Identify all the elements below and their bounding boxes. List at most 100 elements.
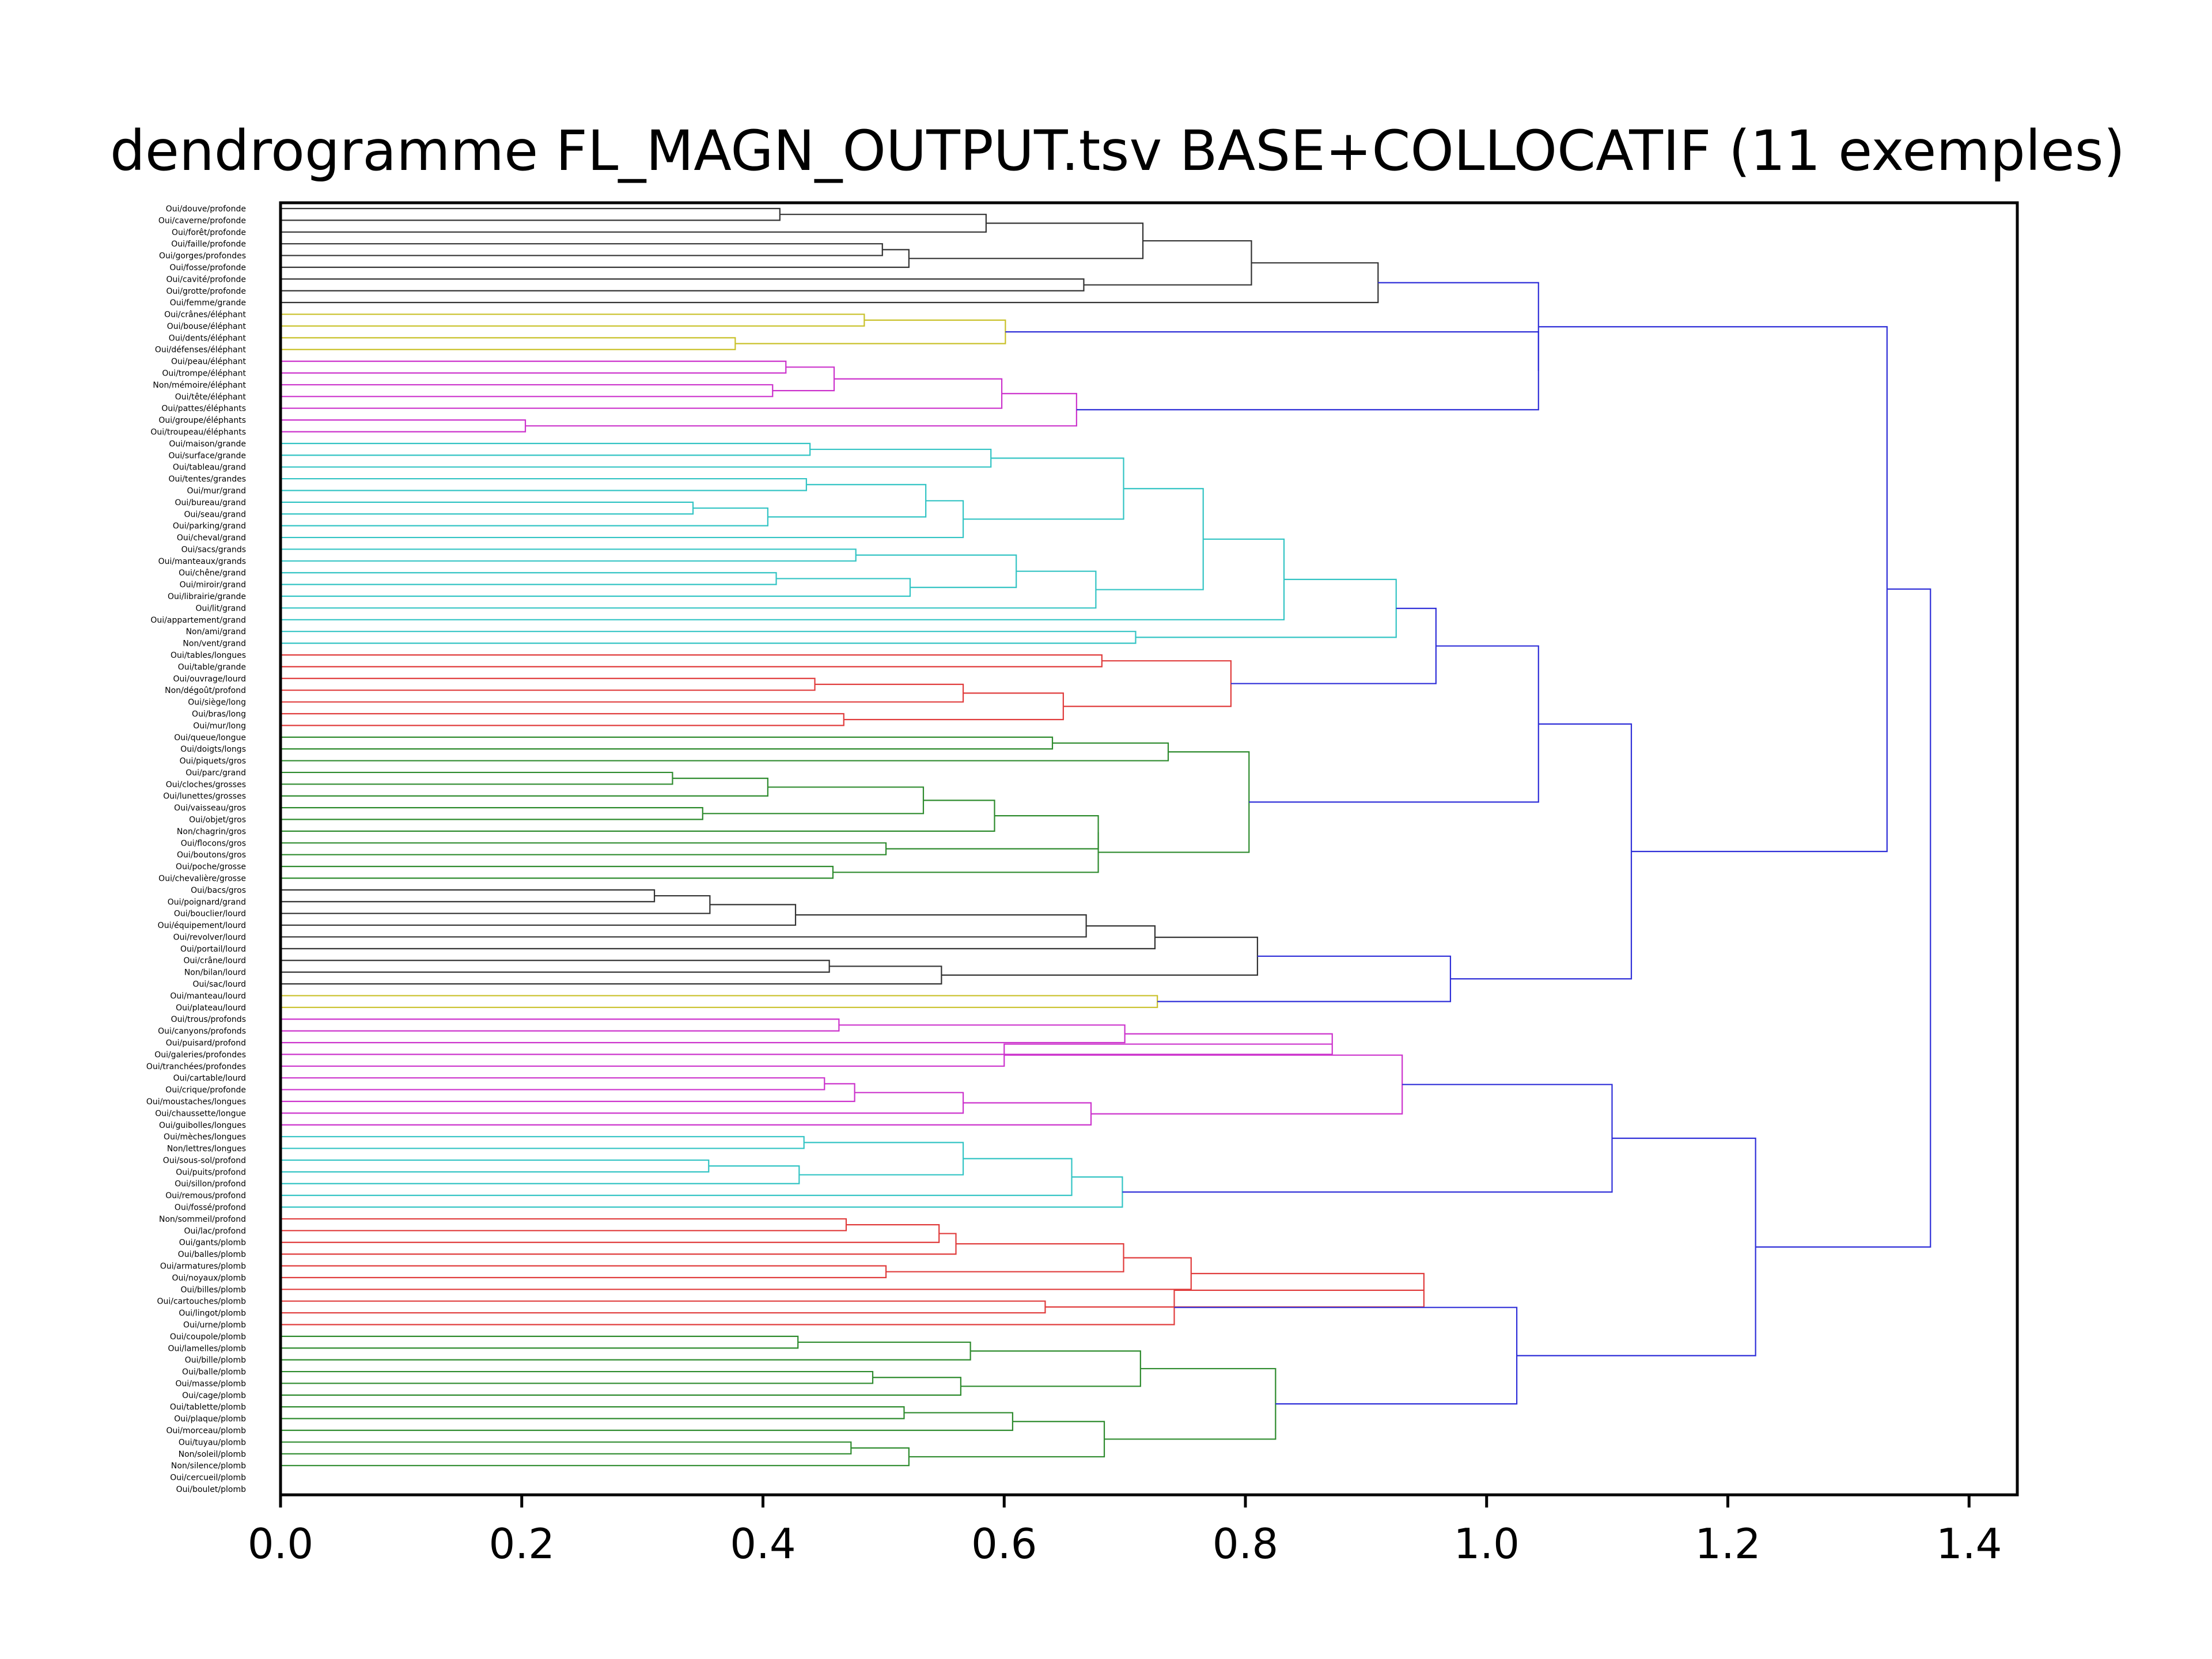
link-r4: [281, 713, 844, 726]
x-tick-label: 1.0: [1453, 1520, 1520, 1568]
leaf-label: Oui/bouclier/lourd: [174, 910, 246, 919]
link-q3: [281, 1165, 800, 1184]
link-g9: [886, 815, 1099, 850]
link-t2: [281, 1341, 971, 1361]
leaf-label: Oui/bille/plomb: [185, 1356, 246, 1365]
leaf-label: Oui/urne/plomb: [183, 1320, 246, 1330]
leaf-label: Oui/lit/grand: [196, 604, 246, 613]
leaf-label: Oui/femme/grande: [170, 298, 246, 308]
leaf-label: Oui/chaussette/longue: [155, 1109, 246, 1118]
link-b6: [281, 278, 1085, 291]
link-s3: [281, 1233, 957, 1255]
leaf-label: Oui/boulet/plomb: [176, 1485, 247, 1494]
link-q1: [281, 1136, 805, 1149]
link-t10: [908, 1421, 1105, 1458]
leaf-label: Oui/crâne/lourd: [184, 956, 246, 965]
link-c10: [281, 572, 777, 585]
leaf-label: Oui/parc/grand: [185, 768, 246, 778]
link-g4: [281, 778, 768, 797]
link-g10: [281, 865, 834, 879]
link-s6: [281, 1257, 1192, 1290]
leaf-label: Oui/tête/éléphant: [175, 392, 247, 402]
leaf-label: Oui/peau/éléphant: [171, 357, 246, 366]
leaf-label: Oui/chêne/grand: [179, 569, 246, 578]
leaf-label: Oui/bras/long: [192, 710, 246, 719]
link-m6: [525, 393, 1077, 427]
leaf-label: Oui/billes/plomb: [180, 1285, 246, 1294]
link-U4: [1249, 645, 1539, 803]
link-p5: [281, 1077, 825, 1090]
leaf-label: Oui/lunettes/grosses: [163, 792, 246, 801]
leaf-label: Oui/piquets/gros: [180, 757, 246, 766]
link-t1: [281, 1335, 799, 1349]
leaf-label: Oui/poignard/grand: [168, 897, 246, 907]
link-U9: [1174, 1306, 1518, 1405]
leaf-label: Oui/cage/plomb: [182, 1391, 246, 1400]
leaf-label: Oui/masse/plomb: [176, 1379, 247, 1388]
link-t5: [960, 1350, 1141, 1387]
link-r5: [843, 692, 1064, 721]
leaf-label: Oui/plateau/lourd: [176, 1003, 246, 1013]
x-tick-label: 1.2: [1695, 1520, 1761, 1568]
leaf-label: Oui/appartement/grand: [150, 616, 246, 625]
x-axis: 0.0 0.2 0.4 0.6 0.8 1.0 1.2 1.4: [248, 1495, 2002, 1568]
leaf-label: Oui/doigts/longs: [180, 745, 246, 754]
leaf-label: Oui/gants/plomb: [179, 1238, 246, 1248]
link-y4: [281, 995, 1158, 1008]
leaf-label: Oui/seau/grand: [184, 510, 246, 519]
link-s2: [281, 1224, 940, 1243]
link-k4: [281, 914, 1087, 938]
x-tick-label: 0.0: [248, 1520, 314, 1568]
link-g6: [702, 786, 925, 815]
leaf-label: Oui/douve/profonde: [166, 204, 246, 214]
link-r1: [281, 654, 1103, 668]
leaf-label: Oui/bacs/gros: [191, 886, 246, 895]
leaf-label: Oui/manteaux/grands: [158, 557, 246, 566]
link-g7: [281, 800, 995, 832]
leaf-label: Oui/boutons/gros: [177, 851, 246, 860]
leaf-label: Non/bilan/lourd: [184, 968, 246, 978]
leaf-label: Non/dégoût/profond: [165, 686, 246, 695]
x-tick-label: 0.2: [488, 1520, 555, 1568]
leaf-label: Oui/tentes/grandes: [169, 475, 246, 484]
link-k6: [281, 960, 830, 973]
leaf-label: Oui/trompe/éléphant: [162, 369, 246, 378]
leaf-label: Oui/galeries/profondes: [154, 1050, 246, 1059]
leaf-label: Oui/fossé/profond: [175, 1203, 246, 1213]
leaf-label: Oui/crique/profonde: [165, 1086, 246, 1095]
leaf-label: Oui/tables/longues: [171, 651, 246, 660]
x-tick-label: 0.8: [1213, 1520, 1279, 1568]
leaf-label: Oui/portail/lourd: [180, 945, 246, 954]
link-m4: [281, 378, 1003, 409]
link-U5: [1157, 955, 1452, 1002]
leaf-label: Oui/caverne/profonde: [158, 216, 246, 225]
link-q4: [799, 1142, 964, 1176]
leaf-labels: Oui/douve/profonde Oui/caverne/profonde Ou…: [146, 204, 247, 1494]
link-m2: [281, 384, 774, 397]
leaf-label: Oui/moustaches/longues: [146, 1097, 246, 1107]
leaf-label: Oui/plaque/plomb: [174, 1415, 246, 1424]
leaf-label: Oui/vaisseau/gros: [174, 804, 246, 813]
leaf-label: Oui/bouse/éléphant: [167, 322, 247, 331]
leaf-label: Oui/cartouches/plomb: [157, 1297, 246, 1306]
leaf-label: Oui/pattes/éléphants: [161, 404, 246, 414]
link-c2: [281, 448, 992, 468]
leaf-label: Oui/troupeau/éléphants: [150, 427, 246, 437]
link-s7: [281, 1300, 1046, 1314]
leaf-label: Oui/cavité/profonde: [166, 275, 246, 284]
leaf-label: Oui/tranchées/profondes: [146, 1062, 246, 1071]
leaf-label: Oui/ouvrage/lourd: [173, 675, 247, 684]
link-t8: [281, 1441, 852, 1455]
leaf-label: Oui/cartable/lourd: [173, 1074, 246, 1083]
link-s5: [886, 1243, 1124, 1272]
leaf-label: Oui/défenses/éléphant: [155, 346, 247, 355]
link-g11: [832, 832, 1099, 873]
leaf-label: Non/soleil/plomb: [179, 1450, 246, 1459]
leaf-label: Oui/dents/éléphant: [169, 334, 247, 343]
dendrogram-links: [281, 207, 1931, 1467]
link-y3: [735, 319, 1006, 344]
link-U2: [1378, 282, 1539, 371]
link-r3: [281, 683, 964, 703]
link-q6: [281, 1176, 1123, 1208]
leaf-label: Oui/tuyau/plomb: [179, 1438, 246, 1447]
